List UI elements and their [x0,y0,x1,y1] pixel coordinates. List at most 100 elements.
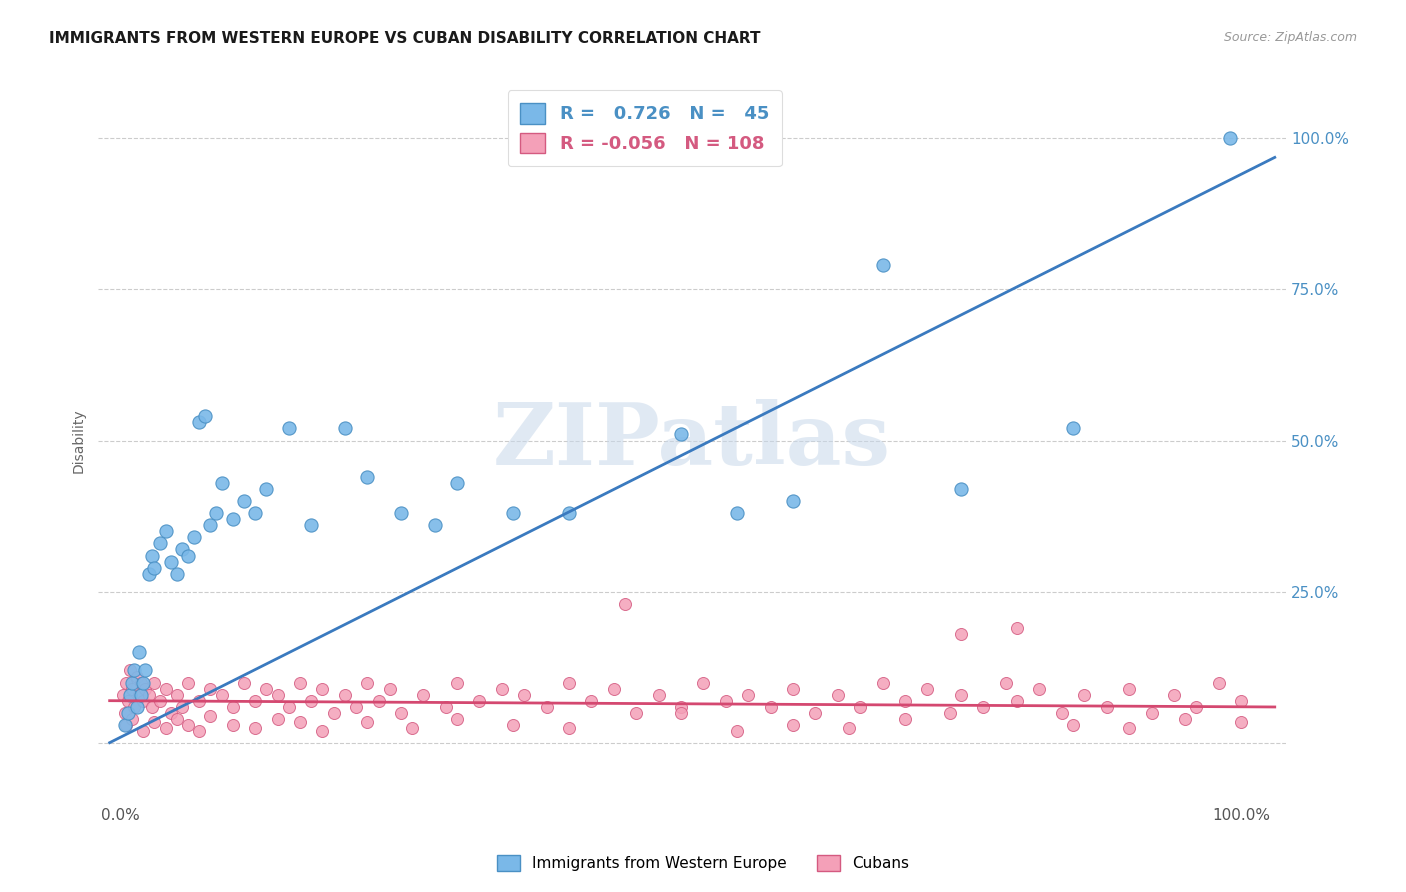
Point [200,518,222,533]
Point [211,475,233,490]
Point [491,681,513,696]
Point [299,518,322,533]
Point [1219,131,1241,145]
Point [737,688,759,702]
Point [558,721,581,735]
Point [177,675,200,690]
Point [311,681,333,696]
Point [782,494,804,508]
Point [266,712,288,726]
Point [194,409,217,424]
Point [669,699,692,714]
Point [894,712,917,726]
Point [412,688,434,702]
Point [446,675,468,690]
Point [143,675,166,690]
Point [166,688,188,702]
Point [401,721,423,735]
Point [128,688,150,702]
Point [917,681,939,696]
Point [849,699,872,714]
Point [245,506,267,520]
Point [603,681,626,696]
Point [200,709,222,723]
Point [558,675,581,690]
Point [266,688,288,702]
Point [333,688,356,702]
Point [759,699,782,714]
Point [536,699,558,714]
Point [389,506,412,520]
Point [423,518,446,533]
Point [188,416,211,430]
Point [128,645,150,659]
Point [872,258,894,272]
Point [166,566,188,581]
Point [838,721,860,735]
Point [134,681,156,696]
Point [138,688,160,702]
Point [468,694,491,708]
Point [132,724,155,739]
Point [972,699,994,714]
Point [389,706,412,720]
Point [446,712,468,726]
Point [200,681,222,696]
Point [115,675,138,690]
Point [125,669,148,683]
Point [344,699,367,714]
Point [827,688,849,702]
Text: Source: ZipAtlas.com: Source: ZipAtlas.com [1223,31,1357,45]
Point [245,694,267,708]
Point [1005,621,1028,635]
Point [166,712,188,726]
Point [311,724,333,739]
Point [333,421,356,435]
Point [132,694,155,708]
Point [356,714,378,729]
Point [1073,688,1095,702]
Y-axis label: Disability: Disability [72,409,86,473]
Point [624,706,647,720]
Point [1118,681,1140,696]
Point [121,681,143,696]
Point [1163,688,1185,702]
Point [124,699,146,714]
Point [183,530,205,544]
Point [222,512,245,526]
Point [434,699,457,714]
Point [222,699,245,714]
Point [177,549,200,563]
Point [950,482,973,496]
Point [124,664,146,678]
Point [782,718,804,732]
Point [1174,712,1197,726]
Point [558,506,581,520]
Point [1140,706,1163,720]
Point [132,675,155,690]
Point [950,688,973,702]
Point [513,688,536,702]
Point [950,627,973,641]
Point [143,560,166,574]
Point [118,664,141,678]
Point [502,506,524,520]
Point [1062,421,1084,435]
Point [299,694,322,708]
Point [256,482,278,496]
Point [1118,721,1140,735]
Point [367,694,389,708]
Point [172,699,194,714]
Point [1062,718,1084,732]
Point [1005,694,1028,708]
Point [614,597,637,611]
Point [1095,699,1118,714]
Point [1185,699,1208,714]
Point [647,688,669,702]
Point [669,427,692,442]
Point [804,706,827,720]
Point [356,470,378,484]
Point [256,681,278,696]
Point [114,706,136,720]
Point [129,688,152,702]
